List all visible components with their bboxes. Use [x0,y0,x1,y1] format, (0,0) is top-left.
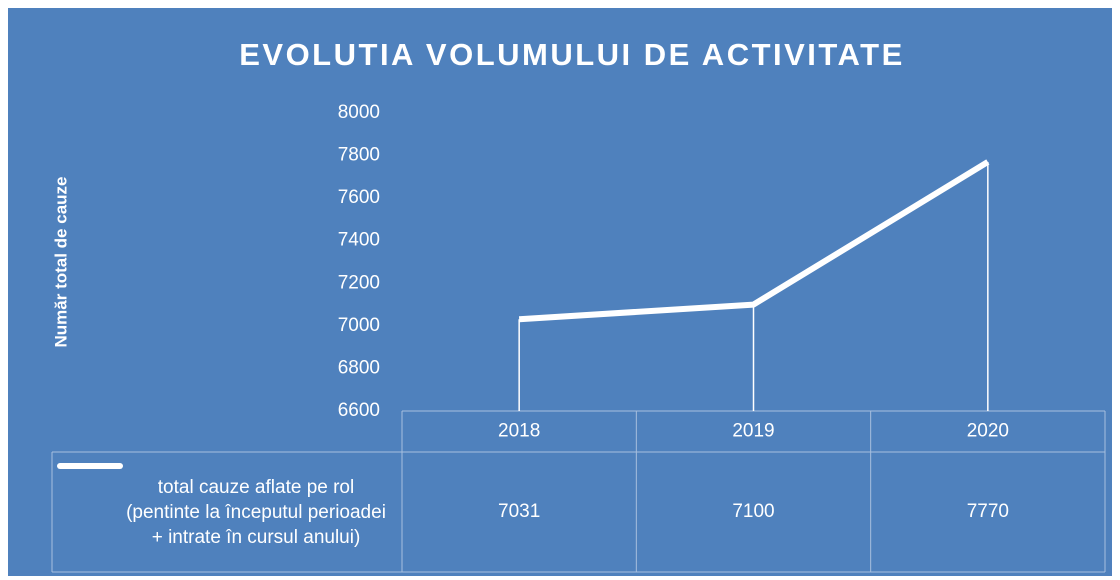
chart-title: EVOLUTIA VOLUMULUI DE ACTIVITATE [239,37,905,72]
x-tick-label: 2019 [732,421,774,442]
table-value: 7770 [967,501,1009,522]
table-value: 7031 [498,501,540,522]
y-tick-label: 8000 [338,102,380,123]
chart-background [8,8,1112,576]
y-tick-label: 6600 [338,400,380,421]
y-tick-label: 7800 [338,145,380,166]
y-tick-label: 7200 [338,272,380,293]
line-series [518,159,990,323]
y-tick-label: 6800 [338,357,380,378]
x-tick-label: 2020 [967,421,1009,442]
legend-label: total cauze aflate pe rol (pentinte la î… [126,476,386,548]
y-tick-label: 7400 [338,230,380,251]
y-tick-label: 7000 [338,315,380,336]
y-tick-label: 7600 [338,187,380,208]
y-axis-title: Număr total de cauze [51,177,70,348]
table-value: 7100 [732,501,774,522]
x-tick-label: 2018 [498,421,540,442]
